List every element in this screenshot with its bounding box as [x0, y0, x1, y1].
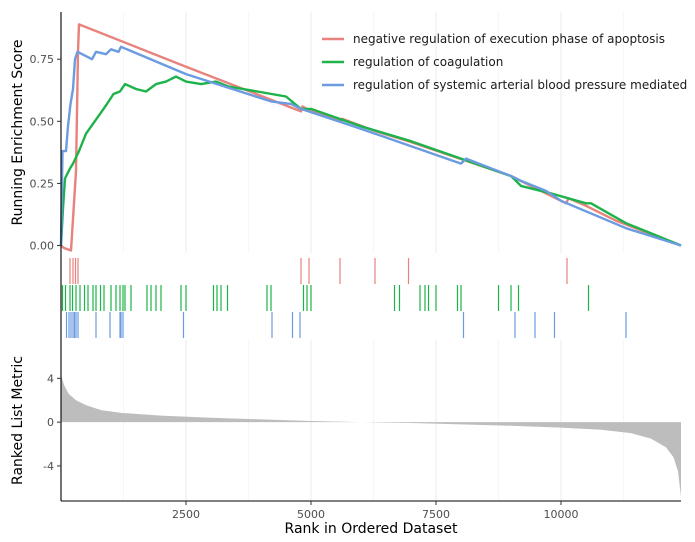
y-tick-label: 0.75 — [30, 53, 55, 66]
y-tick-label: 0.25 — [30, 177, 55, 190]
legend-entries: negative regulation of execution phase o… — [322, 32, 695, 92]
gene-hit-ticks — [61, 258, 627, 338]
x-tick-label: 5000 — [297, 508, 325, 521]
axes: 0.00 0.25 0.50 0.75 4 0 -4 2500 5000 7500 10000 Ran… — [10, 12, 681, 537]
enrichment-curve — [59, 75, 682, 247]
grid-lines — [123, 12, 624, 501]
x-axis-title: Rank in Ordered Dataset — [285, 521, 458, 537]
legend-label: negative regulation of execution phase o… — [353, 32, 665, 46]
x-tick-label: 2500 — [172, 508, 200, 521]
y-tick-label: 0.00 — [30, 240, 55, 253]
y-axis-title: Ranked List Metric — [10, 356, 26, 485]
y-tick-label: 0.50 — [30, 115, 55, 128]
enrichment-curve — [59, 45, 682, 247]
x-tick-label: 7500 — [422, 508, 450, 521]
ranked-metric-area — [61, 375, 681, 497]
legend-label: regulation of systemic arterial blood pr… — [353, 78, 695, 92]
y-axis-title: Running Enrichment Score — [10, 39, 26, 225]
y-tick-label: 4 — [47, 372, 54, 385]
x-tick-label: 10000 — [544, 508, 579, 521]
enrichment-curves — [59, 23, 682, 252]
legend: negative regulation of execution phase o… — [322, 32, 695, 92]
y-tick-label: 0 — [47, 416, 54, 429]
legend-label: regulation of coagulation — [353, 55, 503, 69]
ranked-metric-fill — [61, 375, 681, 497]
y-tick-label: -4 — [43, 460, 54, 473]
